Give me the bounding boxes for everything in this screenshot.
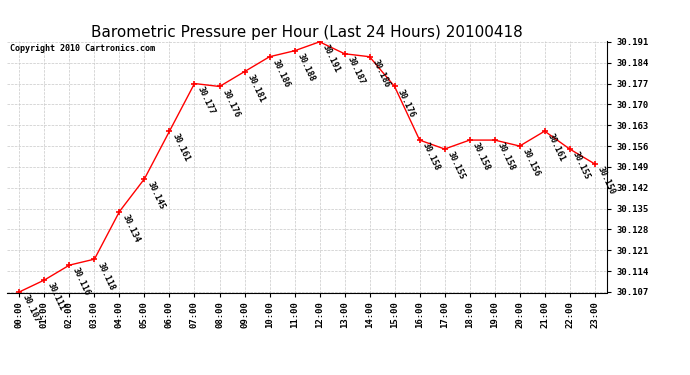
Text: 30.177: 30.177	[196, 85, 217, 116]
Text: 30.116: 30.116	[71, 267, 92, 297]
Text: 30.156: 30.156	[521, 147, 542, 178]
Text: 30.150: 30.150	[596, 165, 617, 196]
Text: 30.118: 30.118	[96, 261, 117, 291]
Text: 30.155: 30.155	[446, 150, 467, 182]
Text: 30.155: 30.155	[571, 150, 592, 182]
Text: 30.161: 30.161	[171, 132, 192, 164]
Text: 30.158: 30.158	[496, 141, 517, 172]
Text: 30.134: 30.134	[121, 213, 141, 244]
Text: 30.161: 30.161	[546, 132, 567, 164]
Text: 30.181: 30.181	[246, 73, 267, 104]
Text: 30.111: 30.111	[46, 281, 67, 312]
Text: 30.187: 30.187	[346, 55, 367, 86]
Title: Barometric Pressure per Hour (Last 24 Hours) 20100418: Barometric Pressure per Hour (Last 24 Ho…	[91, 25, 523, 40]
Text: 30.176: 30.176	[396, 88, 417, 119]
Text: 30.188: 30.188	[296, 52, 317, 83]
Text: 30.107: 30.107	[21, 293, 41, 324]
Text: 30.186: 30.186	[271, 58, 292, 89]
Text: 30.176: 30.176	[221, 88, 242, 119]
Text: 30.158: 30.158	[421, 141, 442, 172]
Text: 30.191: 30.191	[321, 43, 342, 74]
Text: 30.145: 30.145	[146, 180, 167, 211]
Text: 30.186: 30.186	[371, 58, 392, 89]
Text: 30.158: 30.158	[471, 141, 492, 172]
Text: Copyright 2010 Cartronics.com: Copyright 2010 Cartronics.com	[10, 44, 155, 53]
